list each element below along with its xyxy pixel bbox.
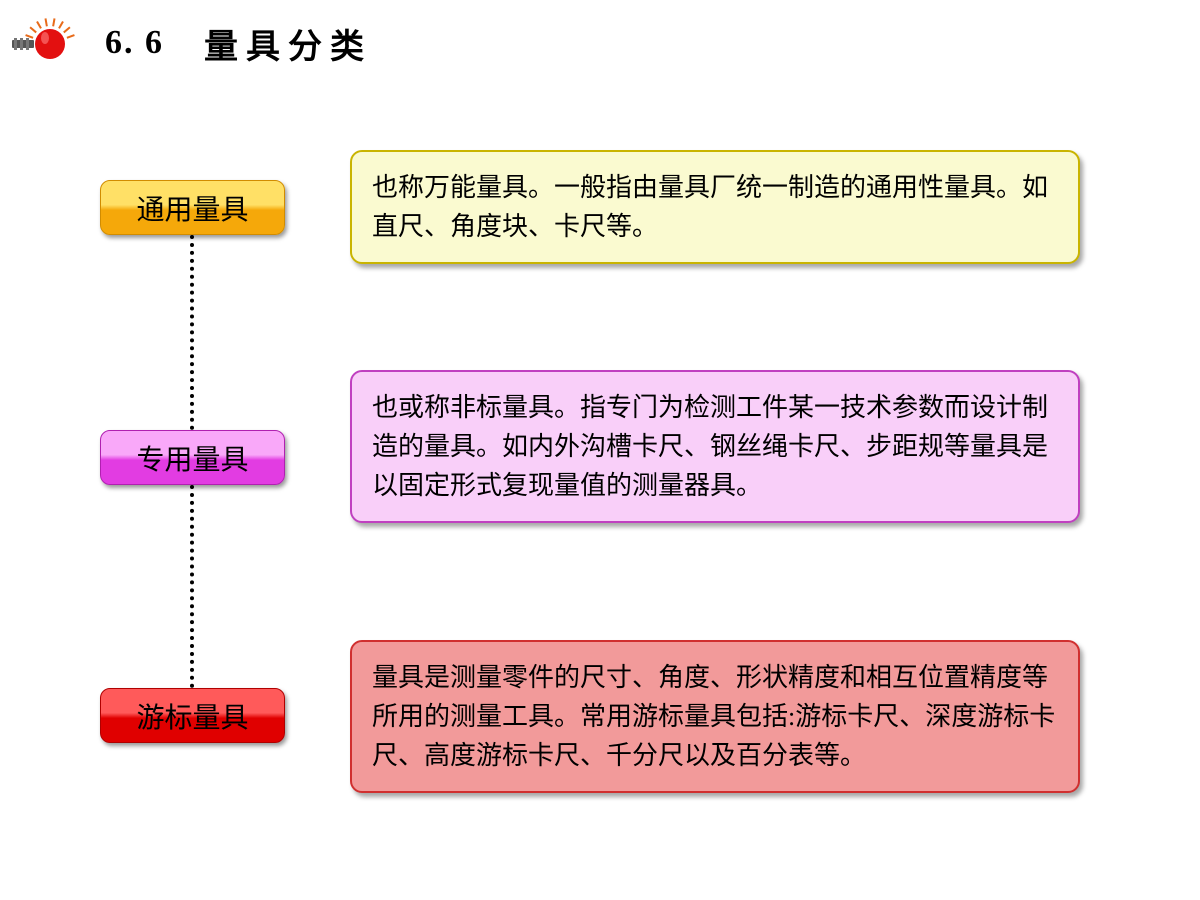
section-number: 6. 6: [105, 24, 164, 62]
category-label: 通用量具: [100, 180, 285, 235]
slide-header: 6. 6 量具分类: [10, 18, 372, 68]
connector-line: [190, 485, 194, 688]
category-description: 量具是测量零件的尺寸、角度、形状精度和相互位置精度等所用的测量工具。常用游标量具…: [350, 640, 1080, 793]
connector-line: [190, 235, 194, 430]
lightbulb-icon: [10, 18, 90, 68]
category-label: 游标量具: [100, 688, 285, 743]
category-label: 专用量具: [100, 430, 285, 485]
category-description: 也或称非标量具。指专门为检测工件某一技术参数而设计制造的量具。如内外沟槽卡尺、钢…: [350, 370, 1080, 523]
page-title: 量具分类: [204, 19, 372, 68]
category-description: 也称万能量具。一般指由量具厂统一制造的通用性量具。如直尺、角度块、卡尺等。: [350, 150, 1080, 264]
